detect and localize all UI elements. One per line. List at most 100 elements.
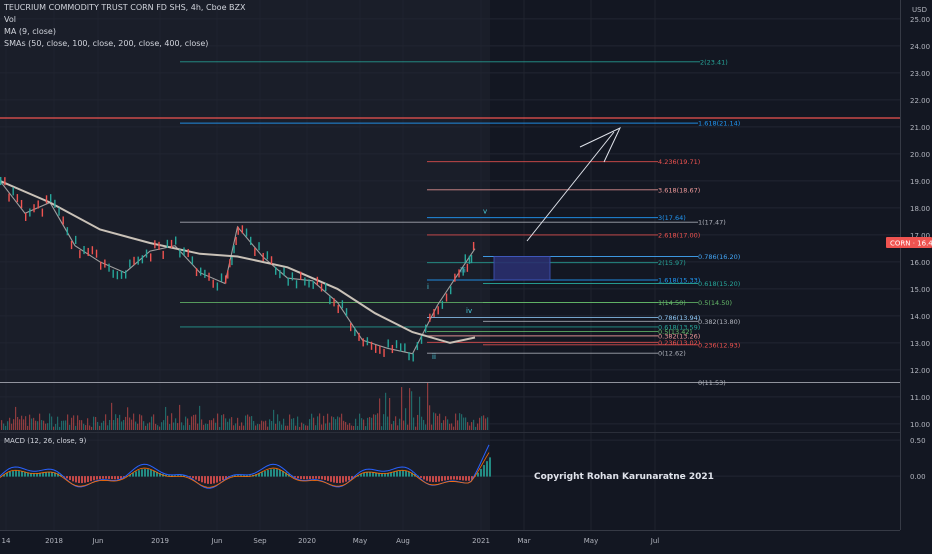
fib-level-label: 2(15.97): [658, 259, 686, 267]
volume-bar: [223, 414, 225, 430]
candle: [366, 337, 369, 346]
volume-bar: [127, 407, 129, 430]
volume-bar: [441, 422, 443, 430]
fib-level-label: 2.618(17.00): [658, 231, 700, 239]
volume-bar: [167, 415, 169, 430]
volume-bar: [165, 406, 167, 430]
time-tick-label: Aug: [396, 537, 410, 545]
indicator-ma[interactable]: MA (9, close): [4, 27, 56, 36]
volume-bar: [469, 425, 471, 430]
candle: [287, 277, 289, 286]
macd-histogram-bar: [129, 474, 131, 477]
fib-level-label: 4.236(19.71): [658, 158, 700, 166]
volume-bar: [105, 414, 107, 430]
macd-histogram-bar: [177, 475, 179, 477]
time-tick-label: Jun: [92, 537, 104, 545]
volume-bar: [155, 423, 157, 430]
volume-bar: [185, 416, 187, 430]
candle: [262, 252, 264, 262]
volume-bar: [437, 415, 439, 430]
chart-title: TEUCRIUM COMMODITY TRUST CORN FD SHS, 4h…: [4, 3, 246, 12]
volume-bar: [85, 425, 87, 430]
volume-bar: [407, 424, 409, 430]
candle: [62, 216, 64, 225]
volume-bar: [425, 424, 427, 430]
candle: [175, 236, 177, 245]
macd-histogram-bar: [270, 469, 272, 477]
volume-bar: [241, 422, 243, 430]
macd-histogram-bar: [144, 469, 146, 477]
time-axis[interactable]: 14 2018 Jun 2019 Jun Sep 2020 May Aug 2021 Mar May J…: [2, 537, 660, 545]
candle: [354, 327, 356, 336]
candle: [245, 228, 248, 237]
volume-bar: [279, 421, 281, 430]
candle: [116, 271, 119, 280]
fib-level-label: 0(11.53): [698, 379, 726, 387]
volume-bar: [55, 423, 57, 430]
macd-histogram-bar: [405, 470, 407, 477]
candle: [195, 267, 198, 277]
candle: [437, 306, 439, 315]
volume-bar: [91, 426, 93, 430]
candle: [225, 275, 227, 284]
volume-bar: [283, 418, 285, 430]
volume-bar: [413, 417, 415, 430]
volume-bar: [275, 423, 277, 430]
volume-bar: [25, 416, 27, 430]
volume-bar: [257, 423, 259, 430]
candle: [429, 313, 431, 322]
macd-histogram-bar: [45, 472, 47, 477]
volume-bar: [455, 413, 457, 430]
price-tick-label: 23.00: [910, 70, 930, 78]
volume-bar: [71, 417, 73, 430]
indicator-smas[interactable]: SMAs (50, close, 100, close, 200, close,…: [4, 39, 209, 48]
macd-label: MACD (12, 26, close, 9): [4, 437, 87, 445]
macd-histogram-bar: [189, 476, 191, 478]
volume-bar: [13, 419, 15, 430]
macd-histogram-bar: [423, 476, 425, 480]
candle: [50, 194, 52, 203]
macd-histogram-bar: [225, 476, 227, 479]
macd-histogram-bar: [87, 476, 89, 483]
volume-bar: [9, 417, 11, 430]
macd-histogram-bar: [321, 476, 323, 480]
candle: [375, 344, 377, 353]
volume-bar: [265, 420, 267, 430]
candle: [341, 300, 344, 309]
volume-bar: [291, 418, 293, 430]
volume-bar: [297, 416, 299, 430]
volume-bar: [339, 417, 341, 430]
volume-bar: [295, 425, 297, 430]
volume-bar: [429, 405, 431, 430]
macd-histogram-bar: [27, 472, 29, 477]
volume-bar: [163, 420, 165, 430]
macd-histogram-bar: [99, 476, 101, 480]
indicator-vol[interactable]: Vol: [4, 15, 16, 24]
volume-bar: [443, 420, 445, 430]
volume-bar: [433, 412, 435, 430]
macd-histogram-bar: [483, 465, 485, 477]
macd-histogram-bar: [243, 475, 245, 477]
volume-bar: [457, 420, 459, 430]
volume-bar: [189, 425, 191, 430]
candle: [266, 251, 269, 260]
macd-histogram-bar: [279, 469, 281, 477]
macd-histogram-bar: [468, 476, 470, 481]
macd-histogram-bar: [390, 472, 392, 477]
macd-histogram-bar: [9, 471, 11, 477]
volume-bar: [89, 425, 91, 430]
fib-level-label: 2(23.41): [700, 58, 728, 66]
price-axis[interactable]: 10.00 11.00 12.00 13.00 14.00 15.00 16.00 17.00…: [910, 16, 930, 429]
price-tick-label: 19.00: [910, 178, 930, 186]
volume-bar: [409, 388, 411, 430]
volume-bar: [157, 425, 159, 430]
volume-bar: [229, 418, 231, 430]
volume-bar: [23, 419, 25, 430]
volume-bar: [129, 417, 131, 430]
macd-histogram-bar: [231, 476, 233, 477]
candle: [283, 267, 285, 276]
volume-bar: [463, 417, 465, 430]
volume-bar: [401, 387, 403, 430]
